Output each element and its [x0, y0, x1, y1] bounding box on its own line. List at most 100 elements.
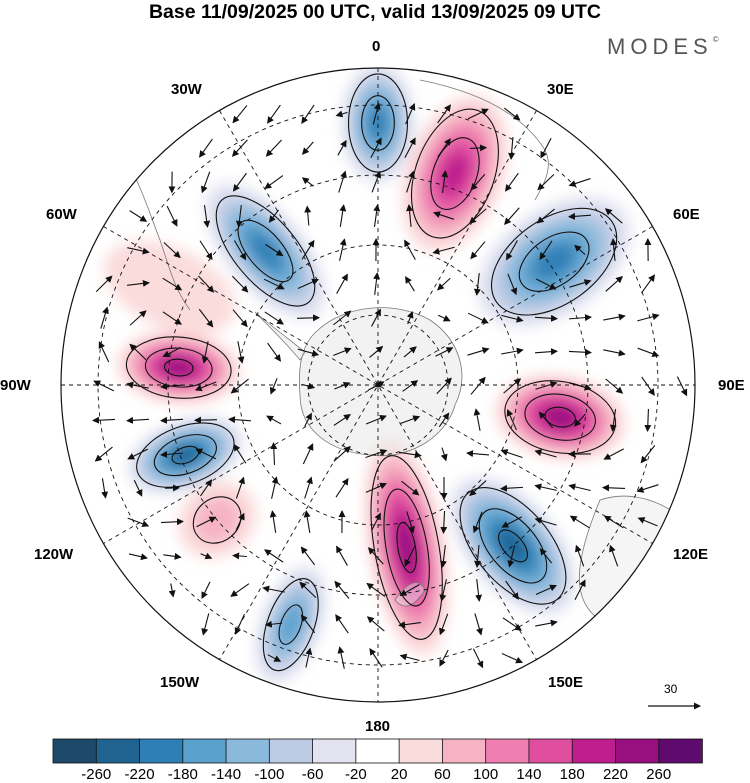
lon-label-150w: 150W: [160, 674, 200, 691]
vector-scale-label: 30: [664, 682, 678, 696]
wind-vector: [262, 585, 285, 593]
wind-vector: [334, 580, 350, 599]
wind-vector: [500, 484, 524, 492]
wind-vector: [301, 141, 314, 155]
wind-vector: [271, 476, 279, 499]
wind-vector: [475, 579, 483, 602]
wind-vector: [370, 137, 382, 158]
wind-vector: [301, 382, 316, 390]
wind-vector: [474, 613, 483, 636]
lon-label-90e: 90E: [718, 377, 745, 394]
wind-vector: [473, 408, 481, 431]
contour-line: [125, 336, 232, 399]
wind-vector: [194, 416, 218, 424]
wind-vector: [201, 581, 211, 600]
lon-label-30e: 30E: [547, 81, 574, 98]
wind-vector: [337, 139, 347, 156]
wind-vector: [194, 381, 217, 392]
wind-vector: [198, 275, 215, 293]
wind-vector: [399, 451, 422, 459]
anomaly-field: [61, 68, 695, 702]
contour-line: [524, 393, 596, 441]
wind-vector: [267, 654, 282, 662]
wind-vector: [365, 449, 388, 459]
wind-vector: [534, 314, 558, 322]
wind-vector: [469, 144, 488, 152]
wind-vector: [501, 653, 523, 664]
wind-vector: [264, 620, 283, 628]
wind-vector: [637, 313, 660, 322]
wind-vector: [535, 278, 557, 290]
contour-line: [192, 496, 242, 544]
contour-line: [153, 434, 217, 477]
wind-vector: [535, 381, 558, 390]
wind-vector: [269, 510, 277, 533]
wind-vector: [406, 204, 413, 228]
wind-vector: [603, 313, 626, 321]
colorbar-swatch: [571, 738, 617, 764]
colorbar: [52, 738, 703, 764]
anomaly-fill: [249, 232, 282, 270]
contour-line: [144, 347, 213, 388]
colorbar-swatch: [52, 738, 98, 764]
anomaly-fill: [498, 529, 528, 562]
contour-line: [478, 508, 548, 584]
wind-vector: [568, 483, 591, 492]
wind-vector: [129, 343, 147, 361]
wind-vector: [98, 341, 110, 363]
wind-vector: [265, 139, 282, 157]
contour-line: [518, 231, 590, 292]
wind-vector: [604, 208, 623, 224]
wind-vector: [232, 172, 247, 192]
wind-vector: [568, 178, 591, 187]
wind-vector: [398, 621, 421, 629]
wind-vector: [372, 102, 381, 125]
lon-label-90w: 90W: [0, 377, 31, 394]
wind-vector: [467, 347, 490, 356]
wind-vector: [502, 617, 522, 631]
wind-vector: [432, 246, 455, 255]
wind-vector: [404, 545, 416, 567]
lon-label-180: 180: [365, 718, 391, 735]
wind-vector: [503, 378, 522, 394]
wind-vector: [472, 511, 483, 534]
contour-line: [383, 488, 430, 607]
wind-vector: [535, 619, 558, 627]
colorbar-swatch: [658, 738, 703, 764]
wind-vector: [676, 376, 688, 397]
wind-vector: [304, 412, 312, 427]
copyright-mark: ©: [712, 34, 719, 44]
wind-vector: [373, 272, 381, 295]
wind-vector: [437, 104, 451, 124]
wind-vector: [264, 311, 285, 325]
wind-vector: [199, 240, 213, 261]
wind-vector: [263, 278, 285, 290]
wind-vector: [406, 311, 414, 325]
wind-vector: [507, 545, 516, 568]
wind-vector: [133, 479, 143, 497]
colorbar-tick: -60: [301, 766, 324, 783]
wind-vector: [160, 518, 184, 526]
wind-vector: [637, 347, 660, 358]
wind-vector: [537, 174, 555, 191]
wind-vector: [401, 480, 420, 496]
wind-vector: [505, 172, 519, 192]
wind-vector: [534, 517, 557, 526]
wind-vector: [365, 482, 387, 493]
wind-vector: [304, 205, 312, 226]
wind-vector: [231, 275, 249, 293]
wind-vector: [470, 241, 486, 260]
wind-vector: [400, 415, 421, 424]
wind-vector: [539, 548, 553, 564]
wind-vector: [472, 648, 484, 669]
wind-vector: [439, 545, 447, 568]
wind-vector: [368, 381, 385, 391]
anomaly-fill: [164, 359, 194, 376]
wind-vector: [95, 275, 113, 293]
wind-vector: [406, 511, 415, 534]
colorbar-tick: 180: [559, 766, 585, 783]
wind-vector: [501, 347, 524, 355]
wind-vector: [535, 584, 557, 596]
colorbar-swatch: [441, 738, 487, 764]
wind-vector: [333, 445, 351, 462]
